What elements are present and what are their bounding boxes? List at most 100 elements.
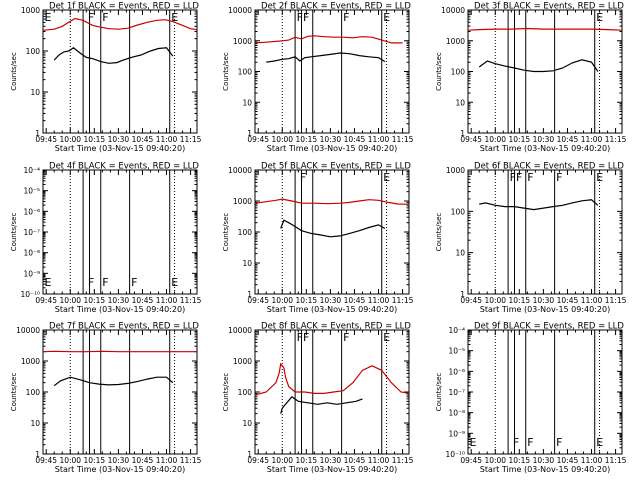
y-tick-label: 1000 (233, 197, 252, 206)
series-line-lld (254, 35, 403, 44)
y-tick-label: 1000 (21, 6, 40, 15)
x-tick-label: 10:15 (509, 296, 531, 305)
x-tick-label: 11:15 (605, 135, 627, 144)
series-line-events (266, 52, 386, 63)
x-tick-label: 10:15 (84, 456, 106, 465)
x-axis-label: Start Time (03-Nov-15 09:40:20) (480, 465, 610, 474)
y-tick-label: 1 (35, 129, 40, 138)
x-tick-label: 10:30 (533, 456, 555, 465)
x-tick-label: 09:45 (247, 296, 269, 305)
x-axis-label: Start Time (03-Nov-15 09:40:20) (55, 144, 185, 153)
y-tick-label: 100 (238, 228, 253, 237)
state-marker-label: F (343, 11, 349, 24)
chart-panel-det-7f: Det 7f BLACK = Events, RED = LLD 1 10 100 10… (10, 322, 202, 475)
state-marker-label: F (297, 331, 303, 344)
x-tick-label: 10:15 (296, 135, 318, 144)
x-tick-label: 10:45 (557, 456, 579, 465)
x-tick-label: 10:00 (59, 135, 81, 144)
series-line-events (53, 376, 174, 387)
y-axis-label: Counts/sec (435, 213, 443, 252)
x-tick-label: 09:45 (35, 135, 57, 144)
series-line-events (479, 199, 599, 211)
y-axis-label: Counts/sec (222, 373, 230, 412)
y-axis-label: Counts/sec (222, 52, 230, 91)
chart-title: Det 8f BLACK = Events, RED = LLD (261, 322, 411, 332)
y-tick-label: 10⁻⁶ (23, 207, 40, 216)
x-tick-label: 10:15 (509, 135, 531, 144)
chart-panel-det-8f: Det 8f BLACK = Events, RED = LLD 1 10 100 10… (222, 322, 414, 475)
x-tick-label: 11:15 (180, 135, 202, 144)
x-tick-label: 10:30 (320, 456, 342, 465)
plot-frame (467, 169, 623, 295)
x-tick-label: 10:15 (296, 456, 318, 465)
state-marker-label: E (171, 11, 178, 24)
y-tick-label: 10⁻¹⁰ (20, 290, 40, 299)
x-tick-label: 09:45 (460, 456, 482, 465)
series-line-lld (254, 362, 410, 396)
x-tick-label: 10:15 (84, 135, 106, 144)
state-marker-label: F (303, 11, 309, 24)
chart-title: Det 3f BLACK = Events, RED = LLD (474, 2, 624, 12)
chart-title: Det 4f BLACK = Events, RED = LLD (49, 162, 199, 172)
y-tick-label: 10 (242, 259, 252, 268)
x-tick-label: 10:30 (320, 135, 342, 144)
x-tick-label: 11:15 (392, 296, 414, 305)
y-tick-label: 1 (35, 450, 40, 459)
x-tick-label: 10:30 (108, 135, 130, 144)
y-tick-label: 10 (30, 88, 40, 97)
x-tick-label: 11:00 (156, 456, 178, 465)
x-tick-label: 11:00 (156, 135, 178, 144)
x-tick-label: 10:45 (132, 296, 154, 305)
x-tick-label: 10:45 (132, 135, 154, 144)
series-line-events (478, 59, 599, 73)
x-axis-label: Start Time (03-Nov-15 09:40:20) (55, 465, 185, 474)
x-tick-label: 10:45 (557, 296, 579, 305)
state-marker-label: F (516, 171, 522, 184)
chart-panel-det-5f: Det 5f BLACK = Events, RED = LLD 1 10 100 10… (222, 162, 414, 315)
chart-title: Det 5f BLACK = Events, RED = LLD (261, 162, 411, 172)
plot-frame (254, 9, 410, 134)
x-axis-label: Start Time (03-Nov-15 09:40:20) (267, 144, 397, 153)
y-tick-label: 1 (247, 129, 252, 138)
series-line-lld (42, 17, 198, 31)
x-tick-label: 10:45 (344, 296, 366, 305)
y-tick-label: 10⁻⁷ (23, 228, 40, 237)
state-marker-label: F (297, 11, 303, 24)
y-tick-label: 10⁻⁹ (23, 269, 40, 278)
state-marker-label: E (596, 436, 603, 449)
y-tick-label: 10⁻⁹ (448, 429, 465, 438)
x-tick-label: 09:45 (35, 296, 57, 305)
y-axis-label: Counts/sec (435, 373, 443, 412)
x-tick-label: 11:00 (368, 296, 390, 305)
y-axis-label: Counts/sec (10, 213, 18, 252)
y-tick-label: 1000 (446, 166, 465, 175)
x-tick-label: 11:00 (368, 135, 390, 144)
x-tick-label: 11:00 (368, 456, 390, 465)
y-tick-label: 10 (30, 419, 40, 428)
state-marker-label: E (45, 11, 52, 24)
y-axis-label: Counts/sec (222, 213, 230, 252)
state-marker-label: F (102, 11, 108, 24)
y-tick-label: 1 (460, 290, 465, 299)
x-tick-label: 10:00 (59, 456, 81, 465)
x-tick-label: 11:15 (180, 456, 202, 465)
x-tick-label: 11:15 (605, 296, 627, 305)
y-tick-label: 1 (460, 129, 465, 138)
plot-frame (42, 329, 198, 455)
x-tick-label: 09:45 (247, 135, 269, 144)
state-marker-label: F (102, 276, 108, 289)
chart-panel-det-3f: Det 3f BLACK = Events, RED = LLD 1 10 100 10… (435, 2, 627, 154)
state-marker-label: F (556, 171, 562, 184)
x-axis-label: Start Time (03-Nov-15 09:40:20) (267, 465, 397, 474)
y-tick-label: 10⁻⁴ (448, 326, 465, 335)
y-tick-label: 1 (247, 290, 252, 299)
x-tick-label: 11:15 (605, 456, 627, 465)
x-tick-label: 10:00 (271, 456, 293, 465)
x-tick-label: 10:30 (533, 296, 555, 305)
y-tick-label: 100 (238, 68, 253, 77)
state-marker-label: E (596, 171, 603, 184)
y-tick-label: 10⁻⁶ (448, 367, 465, 376)
state-marker-label: E (596, 11, 603, 24)
plot-frame (42, 9, 198, 134)
